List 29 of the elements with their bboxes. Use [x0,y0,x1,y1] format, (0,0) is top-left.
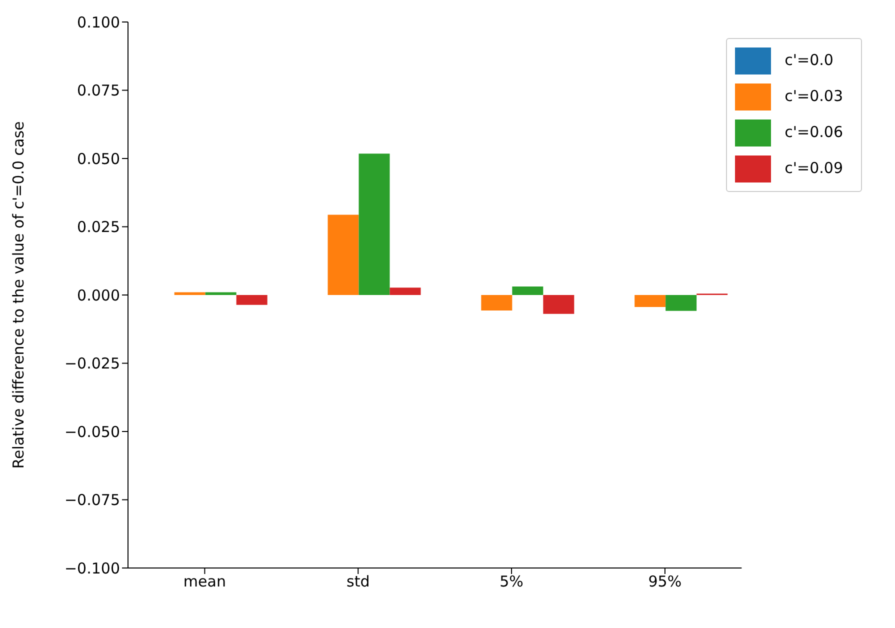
bar [390,288,421,295]
y-tick-label: 0.075 [77,82,120,100]
x-tick-label: std [346,572,370,591]
y-tick-label: −0.100 [64,559,120,578]
bar [205,292,236,295]
legend-label: c'=0.06 [784,123,843,142]
legend-label: c'=0.03 [784,87,843,106]
x-tick-label: mean [183,572,226,591]
y-tick-label: −0.050 [64,422,120,441]
y-tick-label: −0.075 [64,491,120,510]
legend-label: c'=0.09 [784,159,843,178]
y-tick-label: −0.025 [64,354,120,373]
bar [174,292,206,295]
x-tick-label: 5% [500,572,524,591]
y-tick-label: 0.000 [77,286,120,304]
bar [358,154,390,295]
bar [634,295,666,308]
y-tick-label: 0.100 [77,13,120,32]
y-tick-label: 0.050 [77,150,120,168]
y-axis-title: Relative difference to the value of c'=0.0 case [9,121,28,469]
x-tick-label: 95% [648,572,682,591]
bar [666,295,697,311]
bar [543,295,574,314]
legend-label: c'=0.0 [784,51,834,70]
y-tick-label: 0.025 [77,218,120,236]
bar [328,214,359,295]
bar [481,295,512,311]
bar [236,295,268,305]
bar [512,286,544,295]
